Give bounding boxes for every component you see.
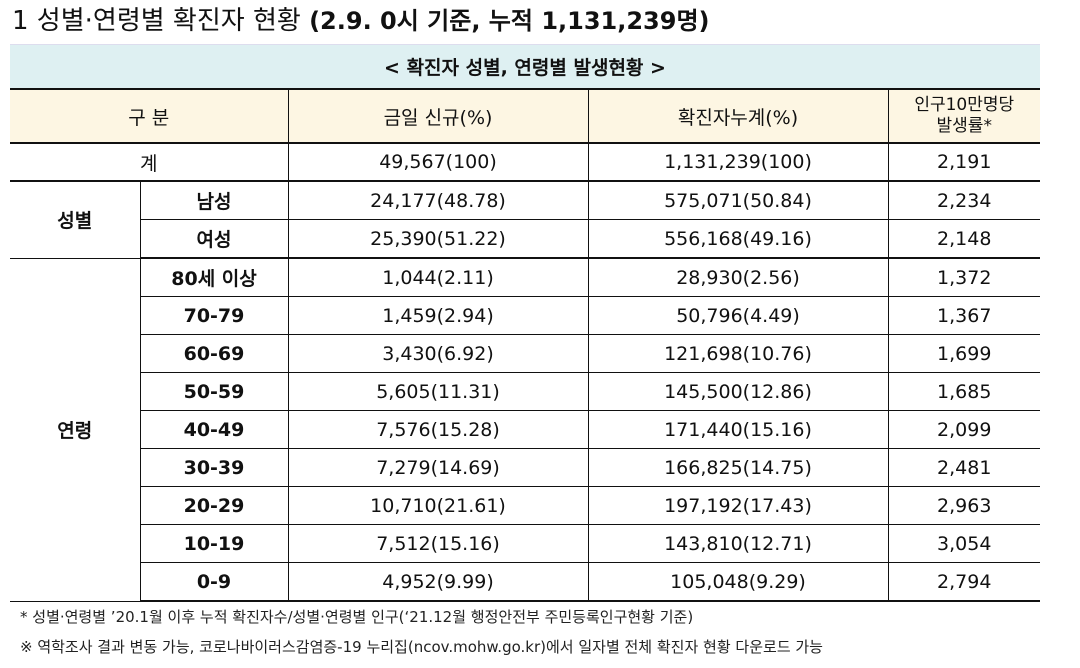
table-caption: < 확진자 성별, 연령별 발생현황 >	[10, 44, 1040, 88]
row-cumulative: 197,192(17.43)	[587, 486, 888, 525]
footnotes: * 성별·연령별 ’20.1월 이후 누적 확진자수/성별·연령별 인구(‘21…	[20, 602, 823, 662]
row-new: 10,710(21.61)	[287, 486, 588, 525]
footnote-rate: * 성별·연령별 ’20.1월 이후 누적 확진자수/성별·연령별 인구(‘21…	[20, 608, 694, 626]
row-label: 30-39	[139, 448, 288, 487]
age-row: 60-69 3,430(6.92) 121,698(10.76) 1,699	[10, 334, 1040, 373]
row-label: 70-79	[139, 296, 288, 335]
total-label: 계	[10, 143, 288, 182]
header-category: 구 분	[10, 88, 288, 144]
row-new: 24,177(48.78)	[287, 181, 588, 220]
row-new: 3,430(6.92)	[287, 334, 588, 373]
row-new: 25,390(51.22)	[287, 219, 588, 259]
row-rate: 1,372	[887, 258, 1040, 297]
row-rate: 2,148	[887, 219, 1040, 259]
sex-row-male: 성별 남성 24,177(48.78) 575,071(50.84) 2,234	[10, 181, 1040, 259]
age-row: 20-29 10,710(21.61) 197,192(17.43) 2,963	[10, 486, 1040, 525]
row-new: 4,952(9.99)	[287, 562, 588, 602]
row-rate: 1,699	[887, 334, 1040, 373]
sex-row-female: 여성 25,390(51.22) 556,168(49.16) 2,148	[10, 219, 1040, 259]
age-row: 40-49 7,576(15.28) 171,440(15.16) 2,099	[10, 410, 1040, 449]
total-row: 계 49,567(100) 1,131,239(100) 2,191	[10, 143, 1040, 182]
row-label: 여성	[139, 219, 288, 259]
row-rate: 2,234	[887, 181, 1040, 220]
age-group-label: 연령	[10, 258, 140, 602]
row-rate: 2,099	[887, 410, 1040, 449]
page-heading: 1 성별·연령별 확진자 현황 (2.9. 0시 기준, 누적 1,131,23…	[12, 2, 710, 40]
footnote-source: ※ 역학조사 결과 변동 가능, 코로나바이러스감염증-19 누리집(ncov.…	[20, 638, 823, 656]
age-row: 50-59 5,605(11.31) 145,500(12.86) 1,685	[10, 372, 1040, 411]
header-rate-line1: 인구10만명당	[914, 95, 1015, 115]
cases-table: 구 분 금일 신규(%) 확진자누계(%) 인구10만명당 발생률* 계 49,…	[10, 88, 1040, 602]
age-row: 10-19 7,512(15.16) 143,810(12.71) 3,054	[10, 524, 1040, 563]
row-label: 50-59	[139, 372, 288, 411]
age-row: 연령 80세 이상 1,044(2.11) 28,930(2.56) 1,372	[10, 258, 1040, 602]
header-rate: 인구10만명당 발생률*	[887, 88, 1040, 144]
row-cumulative: 143,810(12.71)	[587, 524, 888, 563]
row-label: 0-9	[139, 562, 288, 602]
header-cumulative: 확진자누계(%)	[587, 88, 888, 144]
row-label: 10-19	[139, 524, 288, 563]
row-cumulative: 556,168(49.16)	[587, 219, 888, 259]
row-cumulative: 105,048(9.29)	[587, 562, 888, 602]
age-row: 70-79 1,459(2.94) 50,796(4.49) 1,367	[10, 296, 1040, 335]
total-rate: 2,191	[887, 143, 1040, 182]
heading-title: 1 성별·연령별 확진자 현황	[12, 6, 301, 36]
row-new: 1,044(2.11)	[287, 258, 588, 297]
row-new: 5,605(11.31)	[287, 372, 588, 411]
total-new: 49,567(100)	[287, 143, 588, 182]
row-rate: 2,481	[887, 448, 1040, 487]
age-row: 30-39 7,279(14.69) 166,825(14.75) 2,481	[10, 448, 1040, 487]
total-cumulative: 1,131,239(100)	[587, 143, 888, 182]
row-new: 7,576(15.28)	[287, 410, 588, 449]
header-new: 금일 신규(%)	[287, 88, 588, 144]
age-row: 0-9 4,952(9.99) 105,048(9.29) 2,794	[10, 562, 1040, 602]
row-label: 남성	[139, 181, 288, 220]
row-label: 80세 이상	[139, 258, 288, 297]
row-cumulative: 121,698(10.76)	[587, 334, 888, 373]
header-row: 구 분 금일 신규(%) 확진자누계(%) 인구10만명당 발생률*	[10, 88, 1040, 144]
row-cumulative: 50,796(4.49)	[587, 296, 888, 335]
row-rate: 2,794	[887, 562, 1040, 602]
row-cumulative: 28,930(2.56)	[587, 258, 888, 297]
row-rate: 2,963	[887, 486, 1040, 525]
header-rate-line2: 발생률*	[936, 116, 992, 136]
row-new: 1,459(2.94)	[287, 296, 588, 335]
row-cumulative: 171,440(15.16)	[587, 410, 888, 449]
row-cumulative: 575,071(50.84)	[587, 181, 888, 220]
row-label: 20-29	[139, 486, 288, 525]
sex-group-label: 성별	[10, 181, 140, 259]
row-cumulative: 145,500(12.86)	[587, 372, 888, 411]
row-label: 60-69	[139, 334, 288, 373]
row-cumulative: 166,825(14.75)	[587, 448, 888, 487]
row-label: 40-49	[139, 410, 288, 449]
row-new: 7,512(15.16)	[287, 524, 588, 563]
row-new: 7,279(14.69)	[287, 448, 588, 487]
heading-detail: (2.9. 0시 기준, 누적 1,131,239명)	[309, 7, 710, 35]
row-rate: 1,367	[887, 296, 1040, 335]
row-rate: 1,685	[887, 372, 1040, 411]
row-rate: 3,054	[887, 524, 1040, 563]
